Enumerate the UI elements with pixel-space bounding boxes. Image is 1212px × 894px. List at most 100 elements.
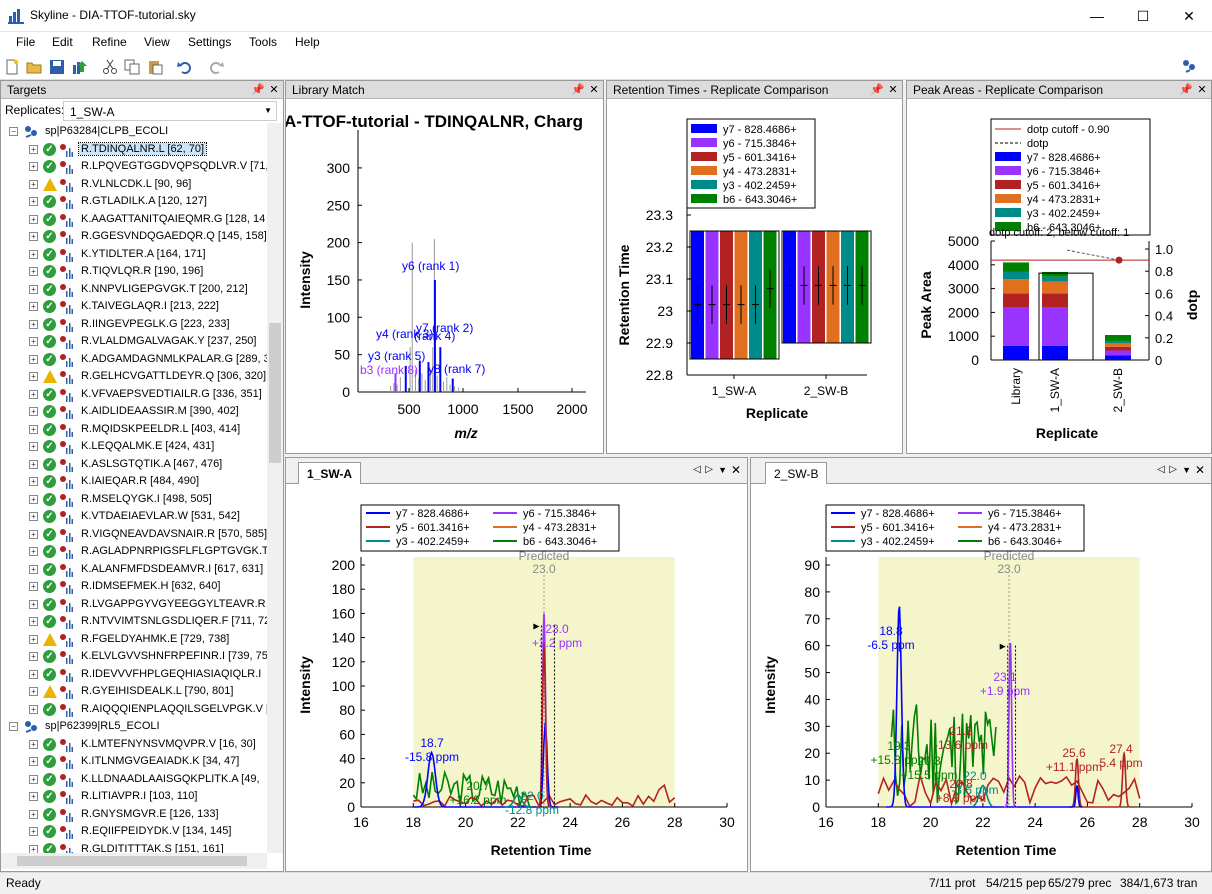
peptide-row[interactable]: + R.GELHCVGATTLDEYR.Q [306, 320] [1,368,267,386]
replicate-select[interactable]: 1_SW-A ▼ [63,101,277,121]
menu-help[interactable]: Help [295,35,320,49]
peptide-row[interactable]: + ✓ R.GTLADILK.A [120, 127] [1,193,267,211]
peptide-row[interactable]: + ✓ R.NTVVIMTSNLGSDLIQER.F [711, 72 [1,613,267,631]
peptide-row[interactable]: + ✓ K.ASLSGTQTIK.A [467, 476] [1,456,267,474]
peptide-row[interactable]: + ✓ R.LITIAVPR.I [103, 110] [1,788,267,806]
peptide-row[interactable]: + R.FGELDYAHMK.E [729, 738] [1,631,267,649]
undo-icon[interactable] [177,59,193,75]
expand-icon[interactable]: + [29,599,38,609]
redo-icon[interactable] [208,59,224,75]
peptide-row[interactable]: + ✓ R.TDINQALNR.L [62, 70] [1,141,267,159]
protein-row[interactable]: − sp|P62399|RL5_ECOLI [1,718,267,736]
expand-icon[interactable]: + [29,162,38,171]
close-icon[interactable]: ✕ [589,84,599,96]
menu-edit[interactable]: Edit [52,35,73,49]
horizontal-scrollbar[interactable] [1,853,267,869]
paste-icon[interactable] [147,59,163,75]
scrollbar-thumb[interactable] [269,323,281,463]
expand-icon[interactable]: + [29,564,38,574]
peptide-row[interactable]: + ✓ R.LVGAPPGYVGYEEGGYLTEAVR.R [1,596,267,614]
expand-icon[interactable]: + [29,179,38,189]
peptide-row[interactable]: + ✓ K.TAIVEGLAQR.I [213, 222] [1,298,267,316]
peptide-row[interactable]: + R.GYEIHISDEALK.L [790, 801] [1,683,267,701]
open-folder-icon[interactable] [26,59,42,75]
expand-icon[interactable]: + [29,302,38,311]
peptide-row[interactable]: + ✓ R.GGESVNDQGAEDQR.Q [145, 158] [1,228,267,246]
expand-icon[interactable]: + [29,197,38,206]
pin-icon[interactable]: 📌 [251,84,265,96]
new-document-icon[interactable] [4,59,20,75]
pin-icon[interactable]: 📌 [571,84,585,96]
expand-icon[interactable]: + [29,319,38,329]
expand-icon[interactable]: + [29,354,38,364]
expand-icon[interactable]: + [29,214,38,224]
expand-icon[interactable]: + [29,617,38,626]
tab-menu-icon[interactable]: ▼ [1182,465,1191,475]
peptide-row[interactable]: + ✓ K.VTDAEIAEVLAR.W [531, 542] [1,508,267,526]
peptide-row[interactable]: + ✓ R.MSELQYGK.I [498, 505] [1,491,267,509]
peptide-row[interactable]: + ✓ K.ITLNMGVGEAIADK.K [34, 47] [1,753,267,771]
expand-icon[interactable]: + [29,687,38,696]
peptide-row[interactable]: + ✓ K.LMTEFNYNSVMQVPR.V [16, 30] [1,736,267,754]
expand-icon[interactable]: + [29,774,38,784]
expand-icon[interactable]: + [29,652,38,661]
menu-settings[interactable]: Settings [188,35,232,49]
collapse-icon[interactable]: − [9,722,18,731]
pin-icon[interactable]: 📌 [870,84,884,96]
peptide-row[interactable]: + ✓ R.AIQQQIENPLAQQILSGELVPGK.V [ [1,701,267,719]
expand-icon[interactable]: + [29,284,38,294]
tab-left-icon[interactable]: ◁ [693,464,701,475]
tab-right-icon[interactable]: ▷ [705,464,713,475]
expand-icon[interactable]: + [29,844,38,853]
expand-icon[interactable]: + [29,809,38,819]
peptide-row[interactable]: + ✓ K.YTIDLTER.A [164, 171] [1,246,267,264]
expand-icon[interactable]: + [29,424,38,434]
close-button[interactable]: ✕ [1183,8,1195,24]
tab-2-sw-b[interactable]: 2_SW-B [765,462,828,484]
expand-icon[interactable]: + [29,739,38,749]
menu-refine[interactable]: Refine [92,35,127,49]
expand-icon[interactable]: + [29,757,38,766]
peptide-row[interactable]: + ✓ K.AIDLIDEAASSIR.M [390, 402] [1,403,267,421]
peptide-row[interactable]: + ✓ K.IAIEQAR.R [484, 490] [1,473,267,491]
expand-icon[interactable]: + [29,459,38,469]
peptide-row[interactable]: + ✓ K.ELVLGVVSHNFRPEFINR.I [739, 75 [1,648,267,666]
peptide-row[interactable]: + ✓ R.MQIDSKPEELDR.L [403, 414] [1,421,267,439]
menu-tools[interactable]: Tools [249,35,278,49]
expand-icon[interactable]: + [29,529,38,539]
peptide-row[interactable]: + ✓ K.LEQQALMK.E [424, 431] [1,438,267,456]
vertical-scrollbar[interactable] [267,123,283,853]
close-icon[interactable]: ✕ [888,84,898,96]
protein-row[interactable]: − sp|P63284|CLPB_ECOLI [1,123,267,141]
peptide-row[interactable]: + ✓ R.TIQVLQR.R [190, 196] [1,263,267,281]
cut-icon[interactable] [102,59,118,75]
peptide-row[interactable]: + ✓ R.LPQVEGTGGDVQPSQDLVR.V [71, [1,158,267,176]
pin-icon[interactable]: 📌 [1179,84,1193,96]
expand-icon[interactable]: + [29,827,38,836]
peptide-icon[interactable] [1182,59,1198,75]
peptide-row[interactable]: + ✓ R.EQIIFPEIDYDK.V [134, 145] [1,823,267,841]
expand-icon[interactable]: + [29,232,38,241]
expand-icon[interactable]: + [29,442,38,451]
expand-icon[interactable]: + [29,792,38,801]
expand-icon[interactable]: + [29,267,38,276]
peptide-row[interactable]: + ✓ K.VFVAEPSVEDTIAILR.G [336, 351] [1,386,267,404]
peptide-row[interactable]: + ✓ R.IINGEVPEGLK.G [223, 233] [1,316,267,334]
menu-view[interactable]: View [144,35,170,49]
expand-icon[interactable]: + [29,547,38,556]
minimize-button[interactable]: — [1090,8,1104,24]
expand-icon[interactable]: + [29,407,38,416]
tab-left-icon[interactable]: ◁ [1157,464,1165,475]
close-icon[interactable]: ✕ [269,84,279,96]
peptide-row[interactable]: + ✓ R.VLALDMGALVAGAK.Y [237, 250] [1,333,267,351]
peptide-row[interactable]: + ✓ R.VIGQNEAVDAVSNAIR.R [570, 585] [1,526,267,544]
expand-icon[interactable]: + [29,494,38,504]
tab-1-sw-a[interactable]: 1_SW-A [298,462,362,484]
expand-icon[interactable]: + [29,372,38,381]
copy-icon[interactable] [124,59,140,75]
close-icon[interactable]: ✕ [730,463,741,477]
expand-icon[interactable]: + [29,249,38,259]
expand-icon[interactable]: + [29,704,38,714]
peptide-row[interactable]: + ✓ R.GLDITITTTAK.S [151, 161] [1,841,267,853]
publish-icon[interactable] [72,59,88,75]
